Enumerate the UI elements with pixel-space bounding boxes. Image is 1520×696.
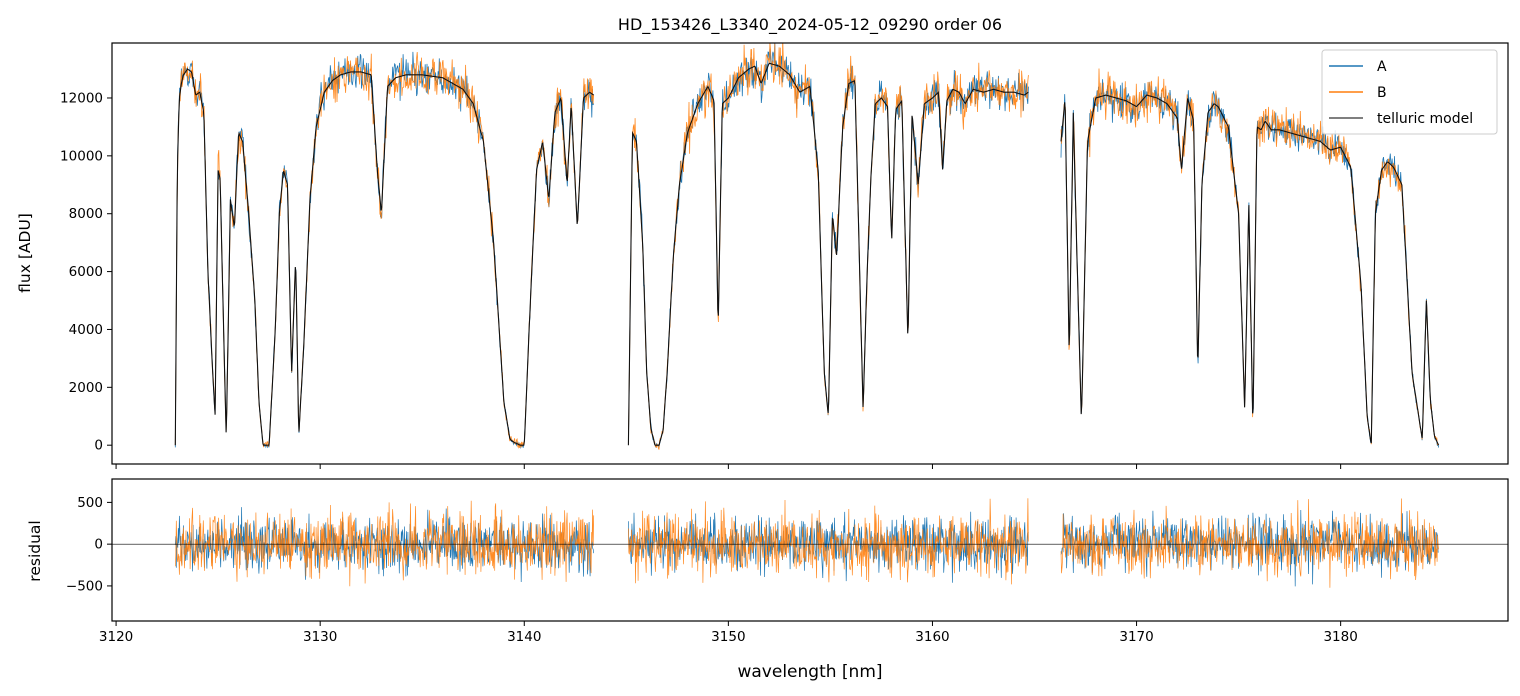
spectrum-y-tick-label: 8000 xyxy=(69,206,103,222)
spectrum-y-axis: 0 2000 4000 6000 8000 10000 12000 xyxy=(60,90,112,454)
residual-y-tick-label: 500 xyxy=(77,495,103,511)
residual-y-tick-label: −500 xyxy=(66,578,103,594)
legend-box xyxy=(1321,49,1498,135)
series-B-line-seg-1 xyxy=(628,43,1029,450)
spectrum-frame xyxy=(111,42,1509,465)
x-tick-label: 3180 xyxy=(1323,629,1357,645)
telluric-model-line-seg-2 xyxy=(1060,94,1440,446)
spectrum-y-tick-label: 0 xyxy=(94,438,103,454)
x-tick-label: 3120 xyxy=(99,629,133,645)
spectrum-x-ticks xyxy=(115,464,1342,469)
legend-label-B: B xyxy=(1377,85,1387,101)
residual-panel: −500 0 500 3120 3130 3140 3150 3160 3170 3180 re… xyxy=(26,478,1509,682)
x-tick-label: 3150 xyxy=(711,629,745,645)
residual-y-label: residual xyxy=(26,520,44,581)
x-tick-label: 3140 xyxy=(507,629,541,645)
spectrum-y-tick-label: 6000 xyxy=(69,264,103,280)
residual-B-line-seg-2 xyxy=(1060,498,1439,588)
residual-A-line-seg-0 xyxy=(174,507,595,583)
spectrum-y-tick-label: 4000 xyxy=(69,322,103,338)
residual-B-line-seg-0 xyxy=(174,500,595,587)
series-A-line-seg-1 xyxy=(628,43,1029,449)
spectrum-panel: 0 2000 4000 6000 8000 10000 12000 flux [ADU] xyxy=(16,42,1509,469)
spectrum-plot-area xyxy=(174,43,1440,450)
residual-y-axis: −500 0 500 xyxy=(66,495,112,594)
residual-x-axis: 3120 3130 3140 3150 3160 3170 3180 xyxy=(99,621,1358,645)
spectrum-y-tick-label: 10000 xyxy=(60,148,103,164)
spectrum-y-label: flux [ADU] xyxy=(16,213,34,293)
x-axis-label: wavelength [nm] xyxy=(737,662,882,682)
x-tick-label: 3160 xyxy=(915,629,949,645)
legend-label-A: A xyxy=(1377,59,1387,75)
residual-B-line-seg-1 xyxy=(628,498,1029,585)
chart-title: HD_153426_L3340_2024-05-12_09290 order 0… xyxy=(618,15,1002,35)
residual-plot-area xyxy=(112,498,1508,588)
residual-frame xyxy=(111,478,1509,622)
spectrum-y-tick-label: 12000 xyxy=(60,90,103,106)
x-tick-label: 3130 xyxy=(303,629,337,645)
telluric-model-line-seg-1 xyxy=(627,62,1029,446)
x-tick-label: 3170 xyxy=(1119,629,1153,645)
residual-y-tick-label: 0 xyxy=(94,537,103,553)
spectrum-y-tick-label: 2000 xyxy=(69,380,103,396)
legend-label-model: telluric model xyxy=(1377,111,1473,127)
series-A-line-seg-0 xyxy=(174,51,595,450)
series-B-line-seg-0 xyxy=(174,51,595,449)
legend: A B telluric model xyxy=(1321,49,1498,135)
telluric-model-line-seg-0 xyxy=(174,68,595,446)
